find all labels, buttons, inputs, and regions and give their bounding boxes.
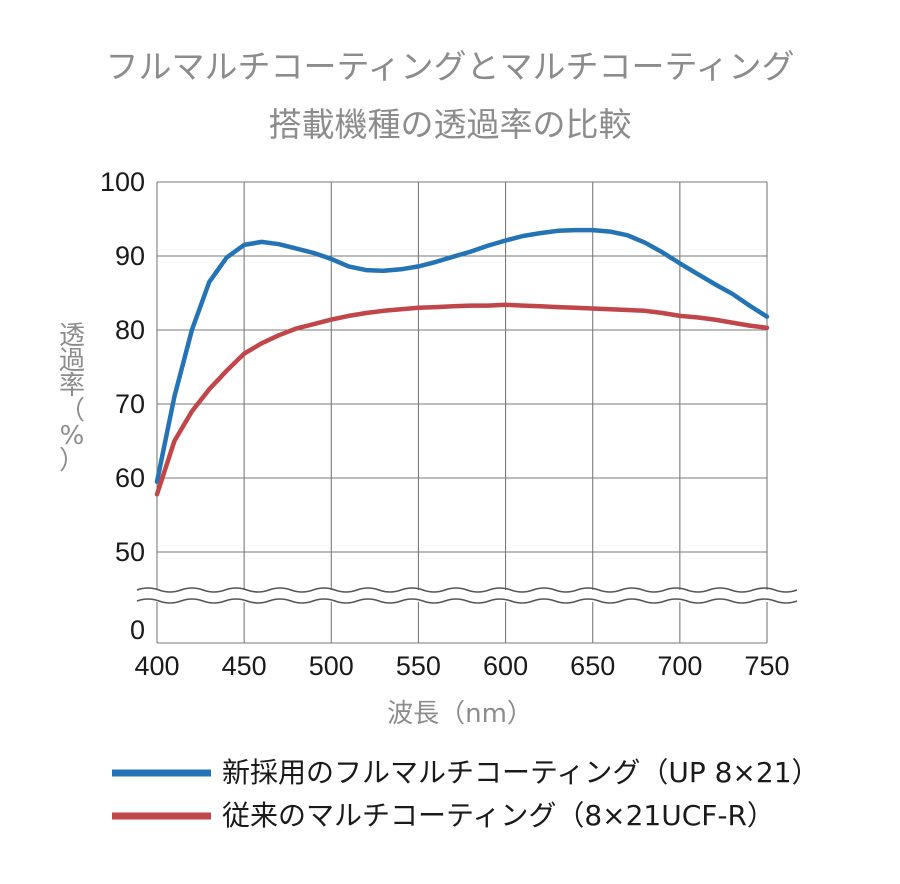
grid [156,181,768,644]
y-tick-label: 90 [115,241,145,271]
y-tick-label: 70 [115,389,145,419]
y-tick-label: 60 [115,463,145,493]
y-axis-label-char: （ [59,396,85,426]
x-tick-label: 550 [396,651,441,681]
y-axis-label: 透過率（%） [59,321,85,476]
axis-break-band [137,590,782,602]
y-tick-labels: 100 90 80 70 60 50 0 [100,167,145,645]
y-axis-label-char: 過 [59,346,85,376]
axis-break-wave-bottom [136,598,798,604]
chart-title-line1: フルマルチコーティングとマルチコーティング [105,47,794,86]
x-tick-label: 500 [309,651,354,681]
y-tick-label: 0 [130,615,145,645]
x-tick-label: 750 [744,651,789,681]
y-axis-label-char: 率 [59,371,85,401]
series-lines [154,227,770,497]
y-axis-label-char: % [60,421,85,451]
x-tick-labels: 400 450 500 550 600 650 700 750 [134,651,789,681]
legend-label-2: 従来のマルチコーティング（8×21UCF-R） [222,799,775,832]
x-tick-label: 700 [657,651,702,681]
x-tick-label: 400 [134,651,179,681]
x-tick-label: 600 [483,651,528,681]
y-axis-label-char: ） [59,446,85,476]
x-tick-label: 650 [570,651,615,681]
y-tick-label: 100 [100,167,145,197]
y-tick-label: 50 [115,537,145,567]
y-tick-label: 80 [115,315,145,345]
series-line-1 [154,227,770,484]
axis-break-wave-top [136,587,798,593]
series-line-2 [154,302,770,497]
axis-break-mark [136,587,798,604]
x-tick-label: 450 [222,651,267,681]
legend: 新採用のフルマルチコーティング（UP 8×21） 従来のマルチコーティング（8×2… [112,756,820,832]
x-axis-label: 波長（nm） [387,699,533,729]
y-axis-label-char: 透 [59,321,85,351]
chart-title-line2: 搭載機種の透過率の比較 [269,105,632,144]
legend-label-1: 新採用のフルマルチコーティング（UP 8×21） [222,756,820,789]
